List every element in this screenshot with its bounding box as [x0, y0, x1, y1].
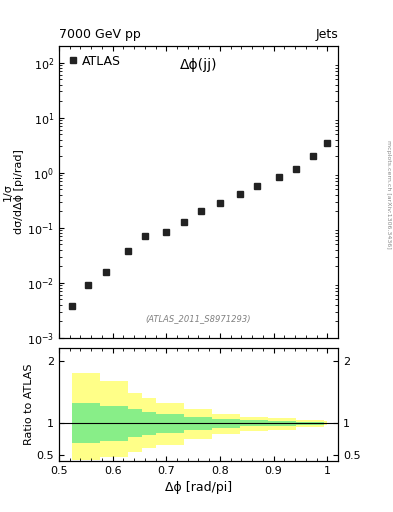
Text: Δϕ(jj): Δϕ(jj)	[180, 58, 217, 72]
X-axis label: Δϕ [rad/pi]: Δϕ [rad/pi]	[165, 481, 232, 494]
Legend: ATLAS: ATLAS	[65, 52, 123, 70]
Text: (ATLAS_2011_S8971293): (ATLAS_2011_S8971293)	[146, 314, 251, 324]
Y-axis label: 1/σ
dσ/dΔϕ [pi/rad]: 1/σ dσ/dΔϕ [pi/rad]	[3, 150, 24, 234]
Text: mcplots.cern.ch [arXiv:1306.3436]: mcplots.cern.ch [arXiv:1306.3436]	[386, 140, 391, 249]
Y-axis label: Ratio to ATLAS: Ratio to ATLAS	[24, 364, 34, 445]
Text: 7000 GeV pp: 7000 GeV pp	[59, 28, 141, 41]
Text: Jets: Jets	[315, 28, 338, 41]
